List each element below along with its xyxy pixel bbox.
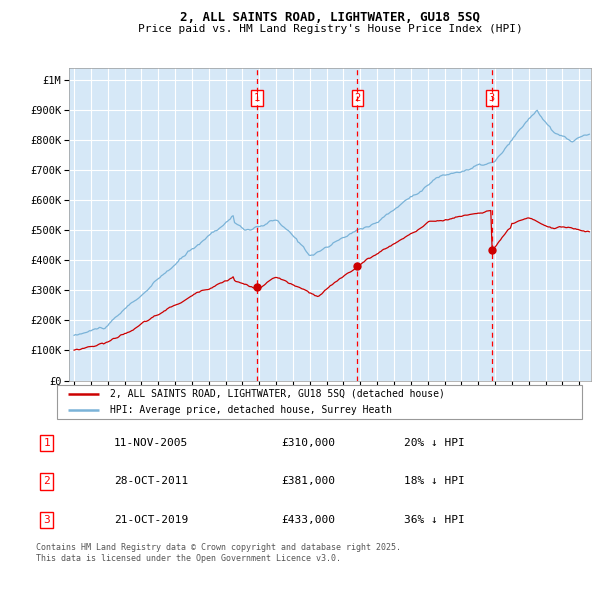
Text: 1: 1 <box>43 438 50 448</box>
Text: 21-OCT-2019: 21-OCT-2019 <box>114 515 188 525</box>
Text: 2, ALL SAINTS ROAD, LIGHTWATER, GU18 5SQ: 2, ALL SAINTS ROAD, LIGHTWATER, GU18 5SQ <box>180 11 480 24</box>
FancyBboxPatch shape <box>57 385 582 419</box>
Text: 2: 2 <box>43 477 50 486</box>
Text: 20% ↓ HPI: 20% ↓ HPI <box>404 438 464 448</box>
Text: Price paid vs. HM Land Registry's House Price Index (HPI): Price paid vs. HM Land Registry's House … <box>137 25 523 34</box>
Text: 3: 3 <box>43 515 50 525</box>
Text: 2: 2 <box>355 93 361 103</box>
Text: HPI: Average price, detached house, Surrey Heath: HPI: Average price, detached house, Surr… <box>110 405 392 415</box>
Text: £433,000: £433,000 <box>281 515 335 525</box>
Text: £310,000: £310,000 <box>281 438 335 448</box>
Text: 28-OCT-2011: 28-OCT-2011 <box>114 477 188 486</box>
Text: 3: 3 <box>488 93 495 103</box>
Text: £381,000: £381,000 <box>281 477 335 486</box>
Text: 2, ALL SAINTS ROAD, LIGHTWATER, GU18 5SQ (detached house): 2, ALL SAINTS ROAD, LIGHTWATER, GU18 5SQ… <box>110 389 445 399</box>
Text: 18% ↓ HPI: 18% ↓ HPI <box>404 477 464 486</box>
Text: 1: 1 <box>254 93 260 103</box>
Text: 36% ↓ HPI: 36% ↓ HPI <box>404 515 464 525</box>
Text: Contains HM Land Registry data © Crown copyright and database right 2025.
This d: Contains HM Land Registry data © Crown c… <box>35 543 401 563</box>
Text: 11-NOV-2005: 11-NOV-2005 <box>114 438 188 448</box>
